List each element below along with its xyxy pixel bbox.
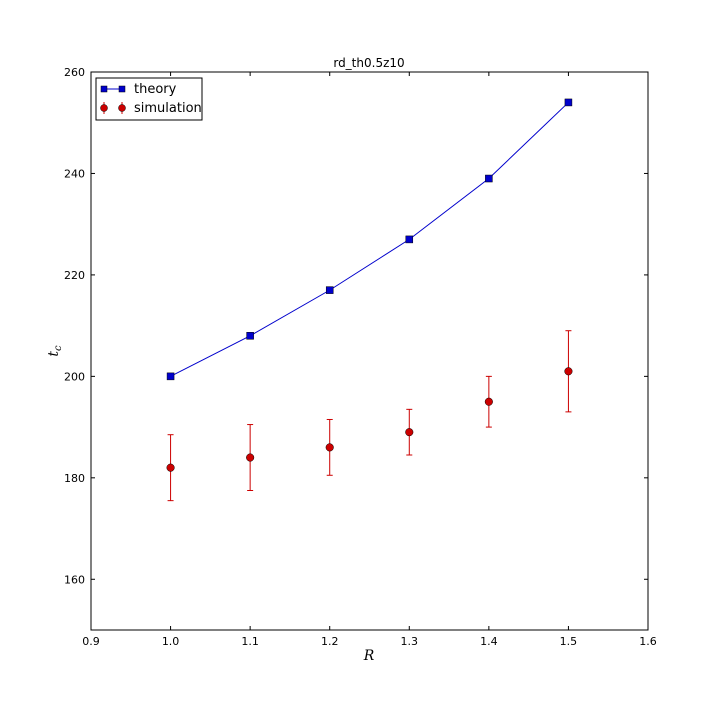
x-tick-label: 0.9 [82, 635, 100, 648]
simulation-point [325, 443, 334, 452]
svg-text:tc: tc [46, 345, 64, 357]
simulation-point [405, 428, 414, 437]
x-tick-label: 1.0 [162, 635, 180, 648]
x-tick-label: 1.1 [241, 635, 259, 648]
simulation-point [564, 367, 573, 376]
legend-simulation-label: simulation [134, 101, 202, 116]
x-tick-label: 1.6 [639, 635, 657, 648]
legend: theory simulation [95, 77, 203, 121]
y-tick-label: 160 [64, 573, 85, 586]
simulation-point [166, 463, 175, 472]
plot-area [90, 71, 649, 631]
theory-point [246, 332, 254, 340]
legend-theory-marker [100, 85, 108, 93]
x-tick-label: 1.2 [321, 635, 339, 648]
theory-point [166, 372, 175, 381]
theory-point [405, 235, 414, 244]
legend-theory-marker [118, 85, 126, 93]
legend-box [95, 77, 203, 121]
y-tick-label: 240 [64, 167, 85, 180]
x-tick-label: 1.3 [401, 635, 419, 648]
x-tick-label: 1.5 [560, 635, 578, 648]
y-tick-label: 180 [64, 472, 85, 485]
x-axis-label: R [363, 648, 375, 664]
x-tick-label: 1.4 [480, 635, 498, 648]
legend-simulation-marker [100, 104, 108, 112]
chart-title: rd_th0.5z10 [333, 56, 404, 70]
theory-point [325, 286, 334, 294]
y-tick-label: 260 [64, 66, 85, 79]
legend-theory-label: theory [134, 82, 177, 97]
theory-point [485, 174, 493, 183]
y-tick-label: 220 [64, 269, 85, 282]
y-axis-label: tc [46, 345, 64, 357]
simulation-point [246, 453, 255, 462]
theory-point [564, 98, 573, 107]
simulation-point [484, 397, 493, 406]
legend-simulation-marker [118, 104, 126, 112]
theory-line [170, 102, 569, 377]
y-tick-label: 200 [64, 370, 85, 383]
